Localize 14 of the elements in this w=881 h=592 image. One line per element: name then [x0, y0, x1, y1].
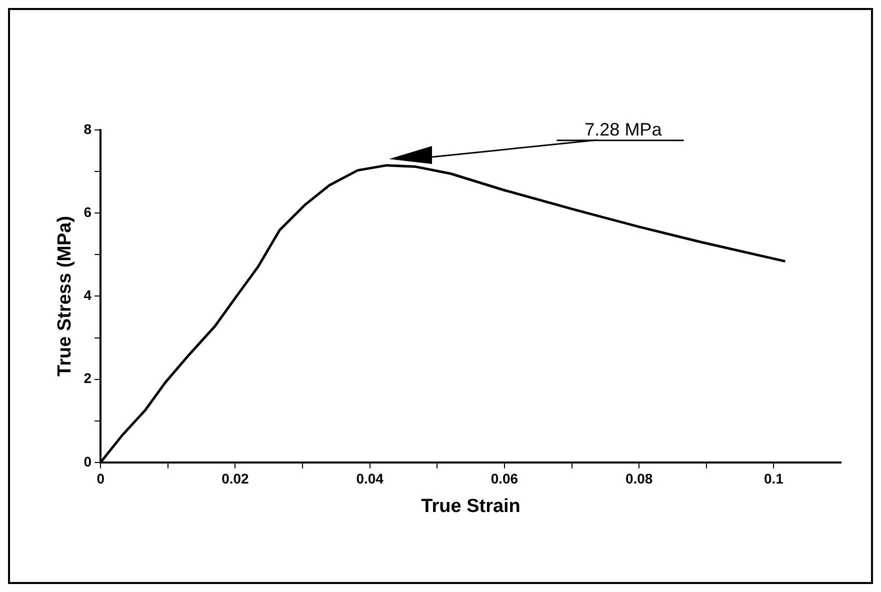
x-tick-label: 0.06 [490, 470, 518, 487]
x-tick-label: 0.08 [625, 470, 653, 487]
y-tick-label: 2 [84, 370, 92, 386]
y-tick-label: 4 [84, 287, 92, 304]
y-axis-title: True Stress (MPa) [54, 216, 76, 376]
x-axis-title: True Strain [421, 496, 520, 517]
x-tick-label: 0.02 [222, 470, 250, 487]
x-tick-label: 0.04 [356, 470, 384, 487]
x-tick-label: 0.1 [764, 470, 784, 487]
annotation: 7.28 MPa [584, 119, 663, 140]
x-tick-label: 0 [96, 470, 105, 487]
y-tick-label: 8 [84, 120, 92, 137]
y-tick-label: 6 [84, 204, 92, 220]
y-tick-label: 0 [84, 453, 92, 470]
